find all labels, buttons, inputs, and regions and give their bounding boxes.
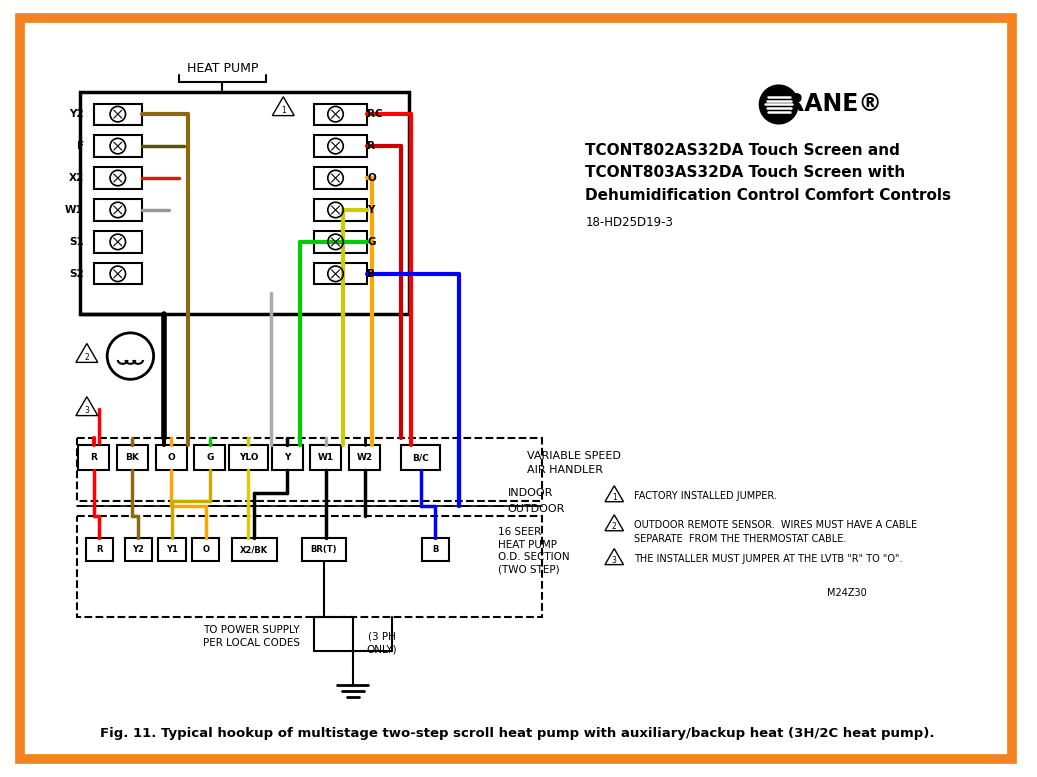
Bar <box>232 538 277 561</box>
Text: W2: W2 <box>357 453 372 462</box>
Bar <box>314 135 367 157</box>
Bar <box>314 167 367 189</box>
Text: PER LOCAL CODES: PER LOCAL CODES <box>203 637 300 647</box>
Text: VARIABLE SPEED: VARIABLE SPEED <box>527 451 621 461</box>
Text: TCONT802AS32DA Touch Screen and: TCONT802AS32DA Touch Screen and <box>585 143 900 159</box>
Text: RC: RC <box>367 109 383 119</box>
Bar <box>314 232 367 253</box>
Text: 16 SEER: 16 SEER <box>498 528 541 537</box>
Text: BR(T): BR(T) <box>311 545 337 554</box>
Bar <box>80 92 409 315</box>
Text: 3: 3 <box>612 556 617 565</box>
Bar <box>93 135 142 157</box>
Text: S2: S2 <box>69 269 84 279</box>
Bar <box>314 103 367 125</box>
Bar <box>93 103 142 125</box>
Bar <box>349 445 380 470</box>
Text: R: R <box>367 141 375 151</box>
Circle shape <box>759 85 798 124</box>
Text: Y1: Y1 <box>166 545 178 554</box>
Bar <box>314 200 367 221</box>
Text: Dehumidification Control Comfort Controls: Dehumidification Control Comfort Control… <box>585 188 951 203</box>
Bar <box>314 263 367 284</box>
Text: SEPARATE  FROM THE THERMOSTAT CABLE.: SEPARATE FROM THE THERMOSTAT CABLE. <box>634 534 846 544</box>
Text: B: B <box>432 545 439 554</box>
Text: O: O <box>202 545 209 554</box>
Text: HEAT PUMP: HEAT PUMP <box>187 62 258 75</box>
Text: OUTDOOR REMOTE SENSOR.  WIRES MUST HAVE A CABLE: OUTDOOR REMOTE SENSOR. WIRES MUST HAVE A… <box>634 521 917 531</box>
Bar <box>192 538 220 561</box>
Text: AIR HANDLER: AIR HANDLER <box>527 465 604 476</box>
Text: INDOOR: INDOOR <box>508 489 553 499</box>
Bar <box>93 263 142 284</box>
Bar <box>310 445 341 470</box>
Text: Y: Y <box>367 205 374 215</box>
Bar <box>77 438 541 501</box>
Text: Y2: Y2 <box>132 545 144 554</box>
Text: R: R <box>90 453 97 462</box>
Text: 2: 2 <box>84 353 89 362</box>
Bar <box>272 445 303 470</box>
Bar <box>117 445 148 470</box>
Bar <box>159 538 186 561</box>
Text: O: O <box>167 453 175 462</box>
Text: TCONT803AS32DA Touch Screen with: TCONT803AS32DA Touch Screen with <box>585 166 905 180</box>
Text: THE INSTALLER MUST JUMPER AT THE LVTB "R" TO "O".: THE INSTALLER MUST JUMPER AT THE LVTB "R… <box>634 554 902 564</box>
Text: 3: 3 <box>84 406 89 415</box>
Text: ONLY): ONLY) <box>367 644 397 654</box>
Bar <box>124 538 151 561</box>
Text: M24Z30: M24Z30 <box>826 588 866 598</box>
Text: B: B <box>367 269 375 279</box>
Text: F: F <box>77 141 84 151</box>
Text: O.D. SECTION: O.D. SECTION <box>498 552 569 563</box>
Text: Fig. 11. Typical hookup of multistage two-step scroll heat pump with auxiliary/b: Fig. 11. Typical hookup of multistage tw… <box>101 727 934 740</box>
Text: G: G <box>367 237 376 247</box>
Text: TRANE®: TRANE® <box>772 92 884 117</box>
Text: R: R <box>96 545 103 554</box>
Text: Y: Y <box>284 453 290 462</box>
Bar <box>302 538 346 561</box>
Text: Y2: Y2 <box>69 109 84 119</box>
Text: 18-HD25D19-3: 18-HD25D19-3 <box>585 216 673 228</box>
Text: B/C: B/C <box>413 453 429 462</box>
Text: FACTORY INSTALLED JUMPER.: FACTORY INSTALLED JUMPER. <box>634 491 777 501</box>
Text: 2: 2 <box>612 522 617 531</box>
Text: W1: W1 <box>317 453 334 462</box>
Text: G: G <box>206 453 214 462</box>
Text: X2: X2 <box>68 173 84 183</box>
Bar <box>194 445 225 470</box>
Bar <box>422 538 449 561</box>
Text: YLO: YLO <box>239 453 258 462</box>
Text: (TWO STEP): (TWO STEP) <box>498 565 560 575</box>
Text: TO POWER SUPPLY: TO POWER SUPPLY <box>203 625 300 635</box>
Text: W1: W1 <box>65 205 84 215</box>
Text: 1: 1 <box>281 106 285 115</box>
Bar <box>93 200 142 221</box>
Text: 1: 1 <box>612 493 617 502</box>
Text: X2/BK: X2/BK <box>241 545 269 554</box>
Bar <box>229 445 268 470</box>
Bar <box>78 445 109 470</box>
Text: S1: S1 <box>69 237 84 247</box>
Text: HEAT PUMP: HEAT PUMP <box>498 540 557 550</box>
Text: O: O <box>367 173 376 183</box>
Bar <box>86 538 113 561</box>
Text: OUTDOOR: OUTDOOR <box>508 504 565 514</box>
Text: (3 PH: (3 PH <box>368 632 396 642</box>
Bar <box>156 445 187 470</box>
Bar <box>77 516 541 618</box>
Bar <box>401 445 440 470</box>
Bar <box>93 232 142 253</box>
Text: BK: BK <box>125 453 139 462</box>
Bar <box>93 167 142 189</box>
